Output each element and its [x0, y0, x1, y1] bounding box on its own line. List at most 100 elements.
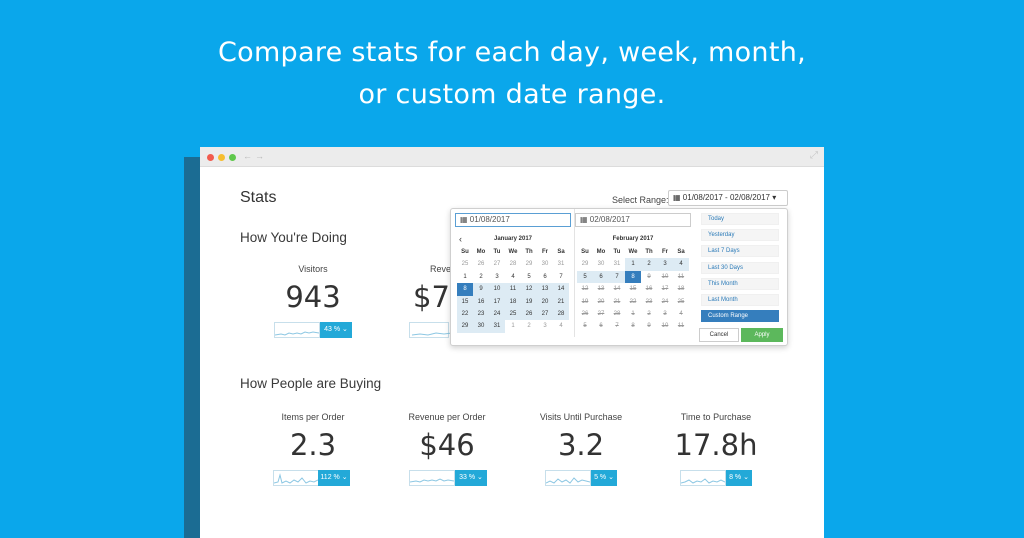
calendar-day[interactable]: 8: [625, 270, 641, 284]
back-arrow-icon[interactable]: ←: [243, 151, 252, 161]
calendar-day[interactable]: 3: [657, 258, 673, 271]
range-today[interactable]: Today: [701, 213, 779, 225]
maximize-dot-icon[interactable]: [229, 154, 236, 161]
calendar-day[interactable]: 9: [647, 323, 651, 330]
calendar-day[interactable]: 25: [505, 307, 521, 321]
range-custom[interactable]: Custom Range: [701, 310, 779, 323]
calendar-day[interactable]: 30: [541, 261, 549, 268]
date-range-button[interactable]: ▦ 01/08/2017 - 02/08/2017 ▾: [668, 190, 788, 206]
calendar-day[interactable]: 6: [593, 270, 609, 284]
calendar-day[interactable]: 6: [543, 273, 547, 280]
calendar-day[interactable]: 3: [663, 310, 667, 317]
calendar-day[interactable]: 1: [631, 310, 635, 317]
calendar-day[interactable]: 26: [477, 261, 485, 268]
calendar-day[interactable]: 4: [673, 258, 689, 271]
calendar-day[interactable]: 31: [489, 320, 505, 333]
cancel-button[interactable]: Cancel: [699, 328, 739, 342]
calendar-day[interactable]: 10: [661, 323, 669, 330]
calendar-day[interactable]: 7: [615, 323, 619, 330]
calendar-day[interactable]: 5: [577, 270, 593, 284]
calendar-day[interactable]: 15: [629, 286, 637, 293]
calendar-day[interactable]: 7: [609, 270, 625, 284]
calendar-day[interactable]: 14: [553, 283, 569, 296]
calendar-day[interactable]: 28: [613, 310, 621, 317]
calendar-day[interactable]: 23: [645, 298, 653, 305]
calendar-day[interactable]: 30: [597, 261, 605, 268]
calendar-day[interactable]: 3: [543, 323, 547, 330]
range-this-month[interactable]: This Month: [701, 277, 779, 290]
calendar-day[interactable]: 12: [581, 286, 589, 293]
pct-change-dropdown[interactable]: 33 % ⌄: [455, 470, 487, 486]
calendar-day[interactable]: 3: [495, 273, 499, 280]
calendar-day[interactable]: 21: [613, 298, 621, 305]
calendar-day[interactable]: 24: [661, 298, 669, 305]
calendar-day[interactable]: 19: [581, 298, 589, 305]
calendar-day[interactable]: 10: [489, 283, 505, 296]
calendar-day[interactable]: 30: [473, 320, 489, 333]
calendar-day[interactable]: 1: [625, 258, 641, 271]
calendar-day[interactable]: 2: [641, 258, 657, 271]
calendar-day[interactable]: 11: [677, 323, 685, 330]
calendar-day[interactable]: 28: [509, 261, 517, 268]
calendar-day[interactable]: 26: [581, 310, 589, 317]
range-last-7-days[interactable]: Last 7 Days: [701, 245, 779, 258]
calendar-day[interactable]: 28: [553, 307, 569, 321]
calendar-day[interactable]: 6: [599, 323, 603, 330]
calendar-day[interactable]: 19: [521, 295, 537, 308]
calendar-day[interactable]: 2: [527, 323, 531, 330]
calendar-day[interactable]: 16: [473, 295, 489, 308]
calendar-day[interactable]: 20: [537, 295, 553, 308]
calendar-day[interactable]: 5: [527, 273, 531, 280]
calendar-day[interactable]: 1: [463, 273, 467, 280]
calendar-day[interactable]: 9: [473, 283, 489, 296]
calendar-day[interactable]: 11: [677, 273, 685, 280]
calendar-day[interactable]: 11: [505, 283, 521, 296]
expand-icon[interactable]: ⤢: [810, 150, 818, 161]
calendar-day[interactable]: 20: [597, 298, 605, 305]
calendar-day[interactable]: 22: [457, 307, 473, 321]
calendar-day[interactable]: 26: [521, 307, 537, 321]
calendar-day[interactable]: 18: [505, 295, 521, 308]
calendar-day[interactable]: 14: [613, 286, 621, 293]
calendar-day[interactable]: 17: [661, 286, 669, 293]
calendar-day[interactable]: 8: [457, 283, 473, 296]
range-yesterday[interactable]: Yesterday: [701, 229, 779, 242]
close-dot-icon[interactable]: [207, 154, 214, 161]
end-date-input[interactable]: ▦ 02/08/2017: [575, 213, 691, 227]
minimize-dot-icon[interactable]: [218, 154, 225, 161]
calendar-day[interactable]: 17: [489, 295, 505, 308]
calendar-day[interactable]: 9: [647, 273, 651, 280]
calendar-day[interactable]: 5: [583, 323, 587, 330]
pct-change-dropdown[interactable]: 5 % ⌄: [591, 470, 617, 486]
calendar-day[interactable]: 13: [597, 286, 605, 293]
apply-button[interactable]: Apply: [741, 328, 783, 342]
calendar-day[interactable]: 1: [511, 323, 515, 330]
calendar-day[interactable]: 27: [597, 310, 605, 317]
calendar-day[interactable]: 25: [461, 261, 469, 268]
calendar-day[interactable]: 4: [511, 273, 515, 280]
calendar-day[interactable]: 22: [629, 298, 637, 305]
calendar-day[interactable]: 29: [525, 261, 533, 268]
range-last-30-days[interactable]: Last 30 Days: [701, 261, 779, 274]
range-last-month[interactable]: Last Month: [701, 293, 779, 306]
calendar-day[interactable]: 10: [661, 273, 669, 280]
calendar-day[interactable]: 24: [489, 307, 505, 321]
calendar-day[interactable]: 29: [581, 261, 589, 268]
calendar-day[interactable]: 27: [493, 261, 501, 268]
calendar-day[interactable]: 2: [647, 310, 651, 317]
prev-month-icon[interactable]: ‹: [459, 234, 462, 244]
start-date-input[interactable]: ▦ 01/08/2017: [455, 213, 571, 227]
calendar-day[interactable]: 8: [631, 323, 635, 330]
calendar-day[interactable]: 2: [479, 273, 483, 280]
calendar-day[interactable]: 4: [559, 323, 563, 330]
calendar-day[interactable]: 31: [557, 261, 565, 268]
calendar-day[interactable]: 4: [679, 310, 683, 317]
calendar-day[interactable]: 12: [521, 283, 537, 296]
pct-change-dropdown[interactable]: 8 % ⌄: [726, 470, 752, 486]
calendar-day[interactable]: 15: [457, 295, 473, 308]
calendar-day[interactable]: 25: [677, 298, 685, 305]
calendar-day[interactable]: 18: [677, 286, 685, 293]
calendar-day[interactable]: 23: [473, 307, 489, 321]
pct-change-dropdown[interactable]: 112 % ⌄: [318, 470, 350, 486]
forward-arrow-icon[interactable]: →: [255, 151, 264, 161]
